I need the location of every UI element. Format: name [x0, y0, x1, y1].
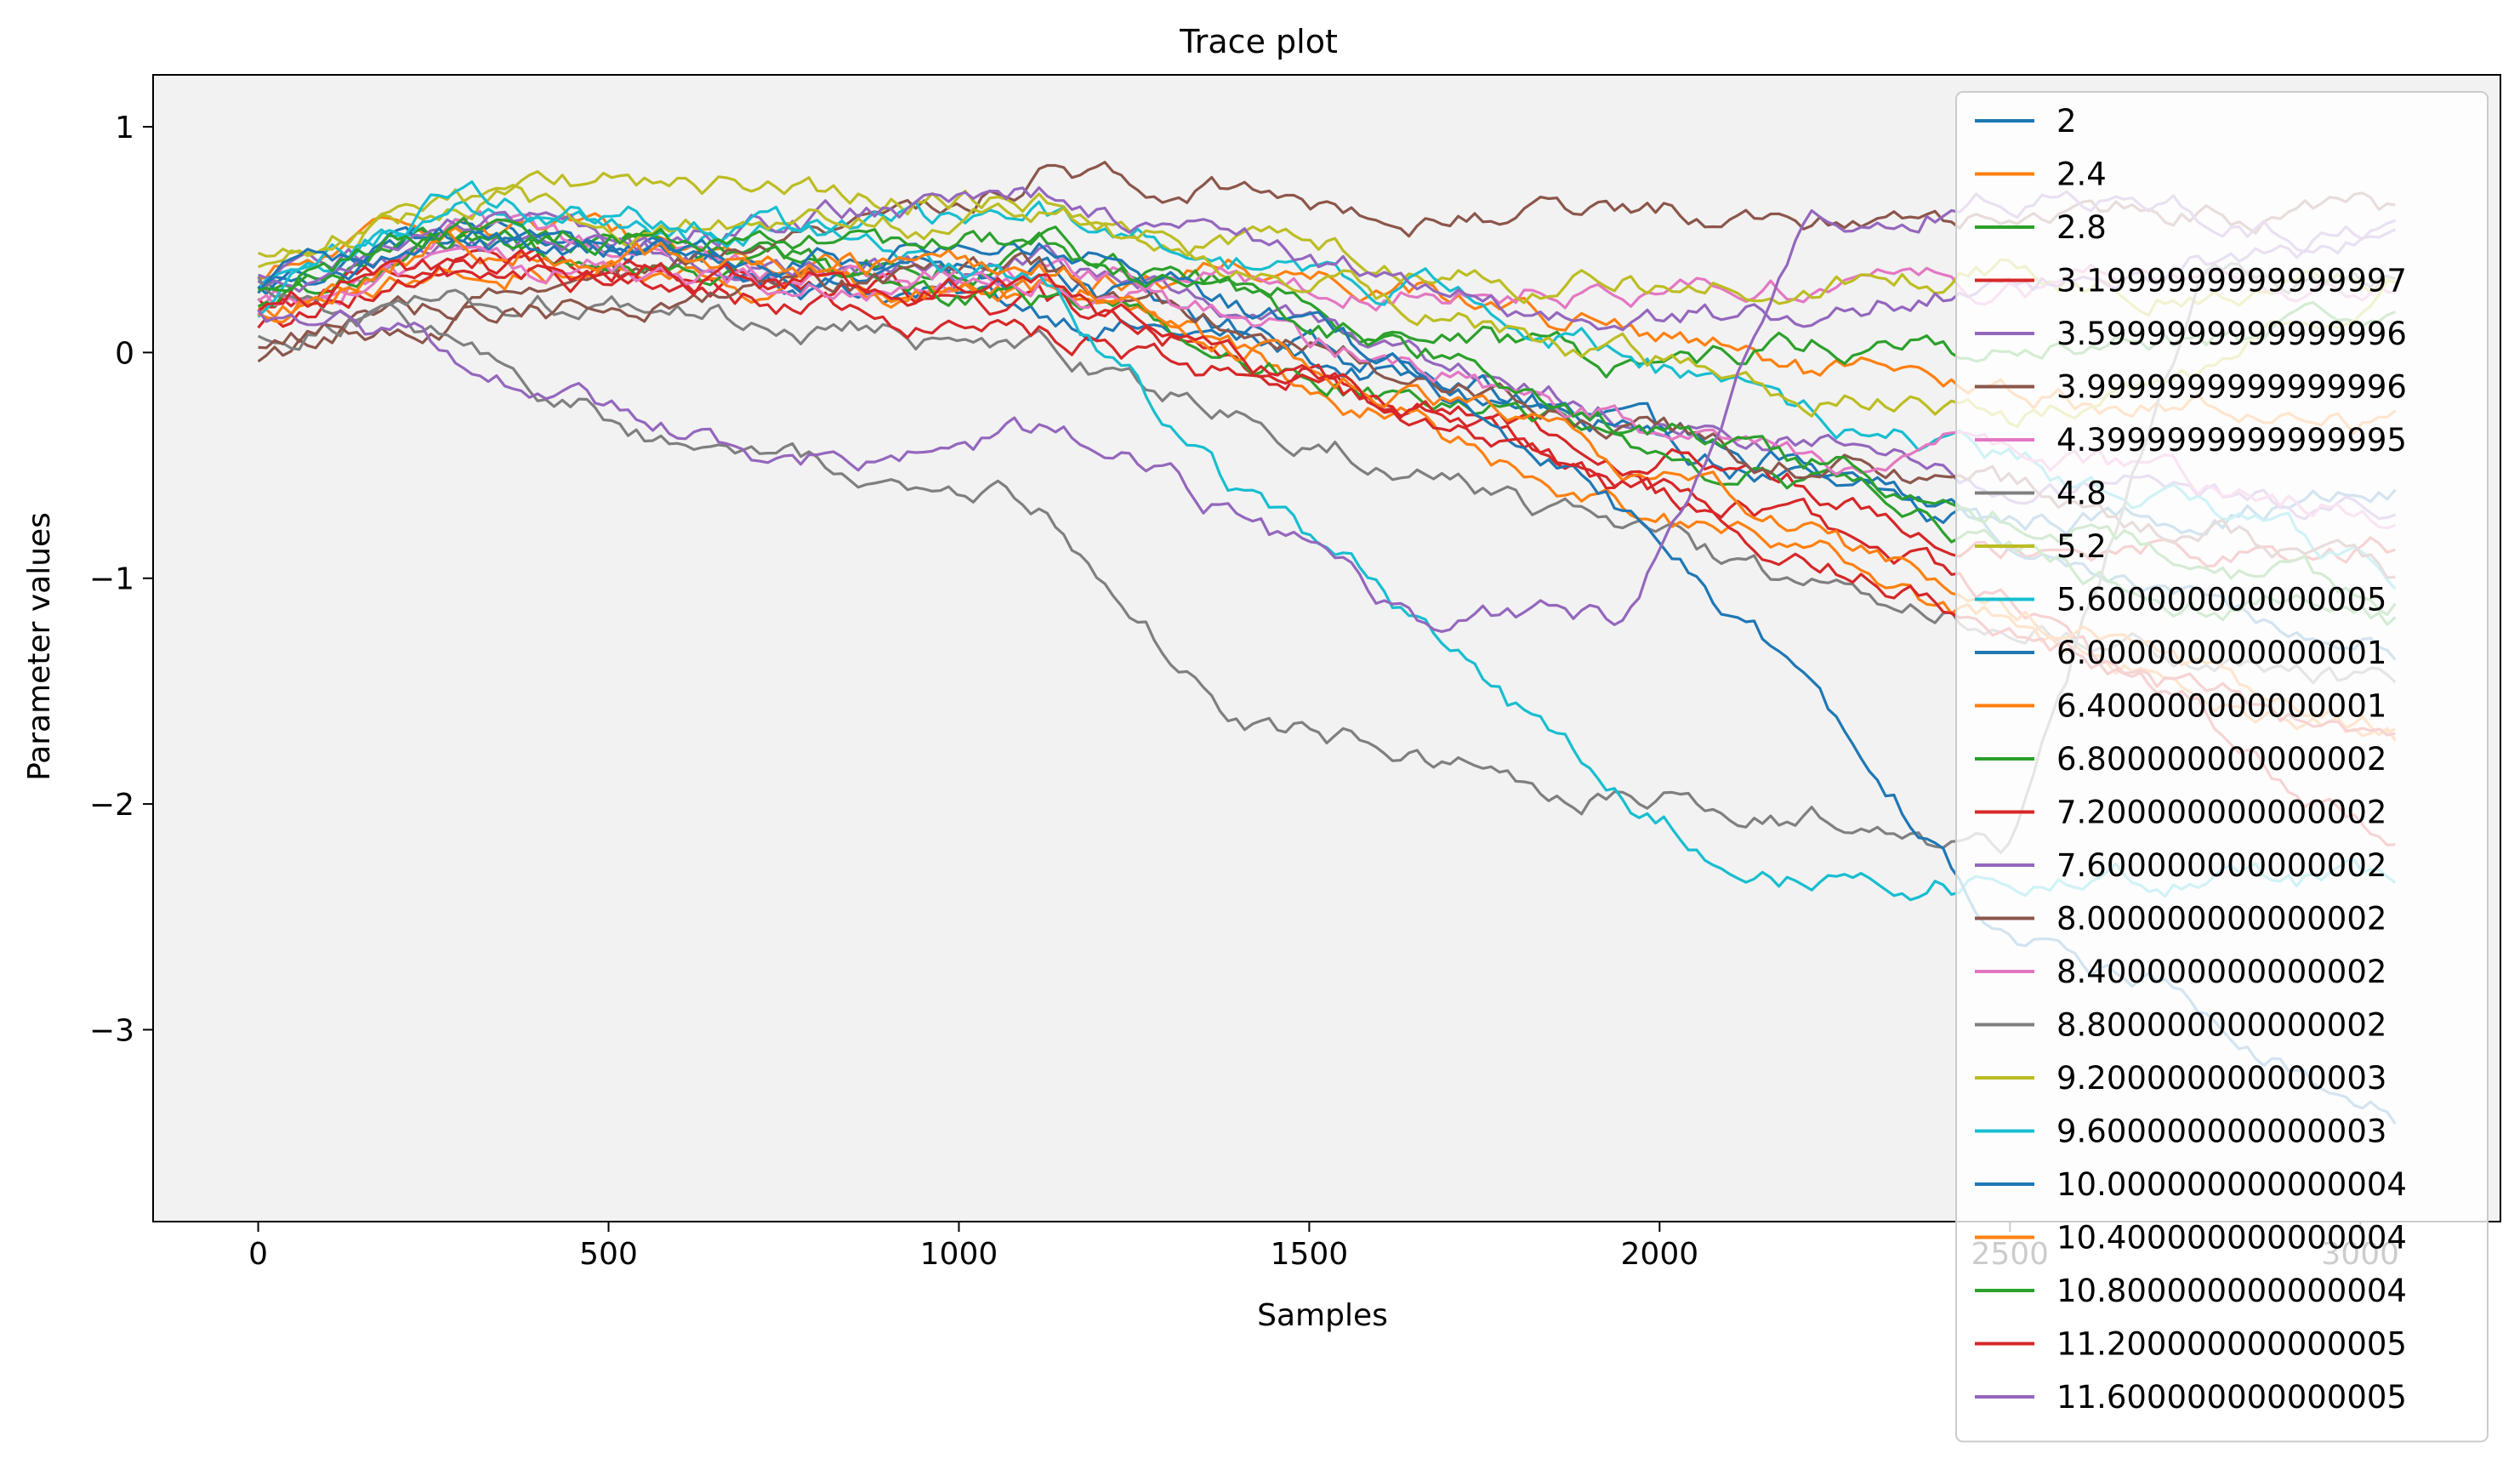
y-tick-label: −3	[89, 1013, 134, 1048]
legend-label: 6.400000000000001	[2056, 688, 2386, 725]
legend-label: 10.000000000000004	[2056, 1166, 2407, 1203]
x-tick-label: 1500	[1271, 1237, 1349, 1272]
y-tick-label: −2	[89, 788, 134, 823]
legend-label: 3.1999999999999997	[2056, 263, 2407, 299]
legend-label: 7.600000000000002	[2056, 847, 2386, 884]
y-tick-label: −1	[89, 562, 134, 597]
legend-label: 11.600000000000005	[2056, 1379, 2407, 1416]
x-tick-label: 500	[579, 1237, 638, 1272]
plot-frame	[152, 74, 2501, 1222]
legend-label: 3.9999999999999996	[2056, 369, 2407, 406]
chart-title: Trace plot	[1179, 23, 1338, 60]
legend-label: 8.000000000000002	[2056, 901, 2386, 937]
legend-label: 8.400000000000002	[2056, 954, 2386, 990]
legend-label: 4.8	[2056, 476, 2107, 512]
legend-label: 6.000000000000001	[2056, 635, 2386, 671]
legend-label: 2.4	[2056, 157, 2107, 193]
legend-label: 3.5999999999999996	[2056, 316, 2407, 352]
x-tick-label: 1000	[920, 1237, 998, 1272]
legend-label: 7.200000000000002	[2056, 795, 2386, 831]
legend: 2 2.4 2.8 3.1999999999999997 3.5999999999999…	[1955, 91, 2489, 1443]
legend-label: 10.400000000000004	[2056, 1220, 2407, 1256]
legend-box	[1955, 91, 2489, 1443]
legend-label: 10.800000000000004	[2056, 1273, 2407, 1309]
x-tick-label: 0	[248, 1237, 268, 1272]
legend-label: 2	[2056, 103, 2077, 140]
legend-label: 9.200000000000003	[2056, 1060, 2386, 1097]
x-axis-label: Samples	[1257, 1298, 1388, 1333]
y-axis-label: Parameter values	[22, 512, 57, 781]
y-tick-label: 1	[115, 111, 134, 145]
legend-label: 9.600000000000003	[2056, 1114, 2386, 1150]
legend-label: 11.200000000000005	[2056, 1326, 2407, 1363]
legend-label: 4.3999999999999995	[2056, 422, 2407, 459]
legend-label: 5.2	[2056, 528, 2107, 565]
y-tick-label: 0	[115, 336, 134, 371]
y-axis: 1 0 −1 −2 −3	[89, 111, 153, 1048]
legend-label: 8.800000000000002	[2056, 1007, 2386, 1044]
legend-label: 2.8	[2056, 209, 2107, 246]
x-tick-label: 2000	[1621, 1237, 1699, 1272]
legend-label: 6.800000000000002	[2056, 741, 2386, 778]
legend-label: 5.600000000000005	[2056, 582, 2386, 618]
